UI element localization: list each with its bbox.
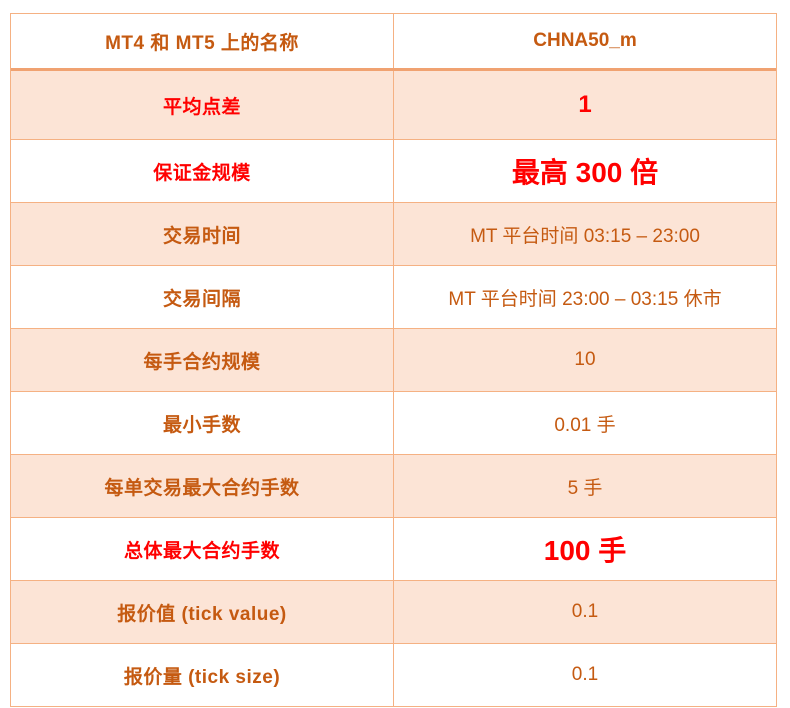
spec-label-trading-hours: 交易时间 <box>11 203 394 265</box>
spec-value-min-lot: 0.01 手 <box>554 414 616 436</box>
spec-value-trading-hours: MT 平台时间 03:15 – 23:00 <box>470 225 700 247</box>
table-row-contract-size: 每手合约规模 10 <box>11 329 776 392</box>
spec-value-trading-break: MT 平台时间 23:00 – 03:15 休市 <box>448 288 722 310</box>
spec-label-max-lot-per-trade: 每单交易最大合约手数 <box>11 455 394 517</box>
table-row-tick-size: 报价量 (tick size) 0.1 <box>11 644 776 706</box>
spec-value-tick-size: 0.1 <box>571 664 599 685</box>
table-row-min-lot: 最小手数 0.01 手 <box>11 392 776 455</box>
spec-label-tick-value: 报价值 (tick value) <box>11 581 394 643</box>
spec-value-tick-value: 0.1 <box>571 601 599 622</box>
spec-label-tick-size: 报价量 (tick size) <box>11 644 394 706</box>
table-row-max-lot-per-trade: 每单交易最大合约手数 5 手 <box>11 455 776 518</box>
spec-label-symbol-name: MT4 和 MT5 上的名称 <box>11 14 394 68</box>
spec-label-trading-break: 交易间隔 <box>11 266 394 328</box>
table-row-trading-break: 交易间隔 MT 平台时间 23:00 – 03:15 休市 <box>11 266 776 329</box>
instrument-spec-table: MT4 和 MT5 上的名称 CHNA50_m 平均点差 1 保证金规模 最高 … <box>10 13 777 707</box>
table-row-symbol-name: MT4 和 MT5 上的名称 CHNA50_m <box>11 14 776 71</box>
spec-label-contract-size: 每手合约规模 <box>11 329 394 391</box>
spec-value-max-total-lots: 100 手 <box>543 535 627 566</box>
table-row-average-spread: 平均点差 1 <box>11 71 776 140</box>
table-row-tick-value: 报价值 (tick value) 0.1 <box>11 581 776 644</box>
table-row-margin-leverage: 保证金规模 最高 300 倍 <box>11 140 776 203</box>
table-row-max-total-lots: 总体最大合约手数 100 手 <box>11 518 776 581</box>
spec-label-margin-leverage: 保证金规模 <box>11 140 394 202</box>
spec-value-average-spread: 1 <box>578 91 592 118</box>
spec-value-symbol-name: CHNA50_m <box>533 30 637 51</box>
spec-label-max-total-lots: 总体最大合约手数 <box>11 518 394 580</box>
spec-value-max-lot-per-trade: 5 手 <box>567 477 603 499</box>
spec-value-margin-leverage: 最高 300 倍 <box>511 157 659 188</box>
spec-value-contract-size: 10 <box>574 349 596 370</box>
spec-label-average-spread: 平均点差 <box>11 71 394 139</box>
table-row-trading-hours: 交易时间 MT 平台时间 03:15 – 23:00 <box>11 203 776 266</box>
spec-label-min-lot: 最小手数 <box>11 392 394 454</box>
